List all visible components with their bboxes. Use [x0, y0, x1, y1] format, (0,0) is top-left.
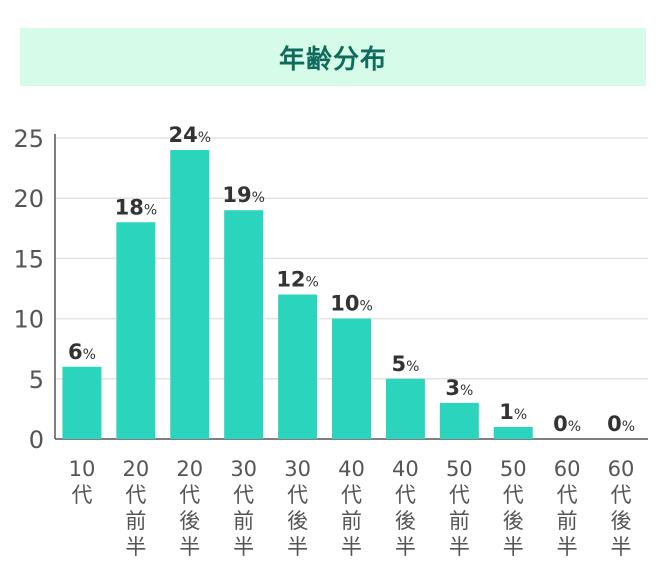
x-tick-label: 20 代後半	[176, 457, 203, 559]
data-label: 5%	[391, 352, 419, 376]
x-tick-label: 50 代後半	[500, 457, 527, 559]
bar-40代前半	[332, 318, 371, 439]
x-tick-label: 40 代前半	[338, 457, 365, 559]
chart-title: 年齢分布	[278, 44, 387, 75]
y-tick-label: 20	[13, 185, 44, 213]
data-label: 12%	[276, 268, 319, 292]
chart-title-band: 年齢分布	[20, 28, 646, 86]
bar-10代	[62, 366, 102, 439]
bar-20代後半	[170, 150, 210, 440]
data-label: 6%	[68, 340, 96, 364]
data-label: 18%	[115, 195, 158, 219]
data-label: 10%	[330, 292, 373, 316]
x-tick-label: 60 代後半	[608, 457, 635, 559]
x-tick-label: 30 代後半	[284, 457, 311, 559]
bar-20代前半	[116, 222, 156, 439]
y-tick-label: 10	[13, 306, 44, 334]
y-tick-label: 25	[13, 125, 44, 153]
x-tick-label: 50 代前半	[446, 457, 473, 559]
x-tick-label: 10 代	[69, 457, 96, 507]
data-label: 1%	[499, 400, 527, 424]
bar-30代後半	[278, 294, 318, 439]
y-tick-label: 5	[29, 366, 44, 394]
y-tick-label: 0	[29, 426, 44, 454]
data-label: 24%	[168, 123, 211, 147]
x-tick-label: 40 代後半	[392, 457, 419, 559]
x-tick-label: 30 代前半	[230, 457, 257, 559]
y-tick-label: 15	[13, 245, 44, 273]
bar-40代後半	[385, 378, 425, 439]
bar-50代前半	[439, 402, 479, 439]
x-tick-label: 60 代前半	[554, 457, 581, 559]
data-label: 3%	[445, 376, 473, 400]
bar-30代前半	[224, 210, 264, 439]
data-label: 19%	[222, 183, 265, 207]
bar-50代後半	[493, 426, 533, 439]
data-label: 0%	[553, 412, 581, 436]
data-label: 0%	[607, 412, 635, 436]
x-tick-label: 20 代前半	[122, 457, 149, 559]
